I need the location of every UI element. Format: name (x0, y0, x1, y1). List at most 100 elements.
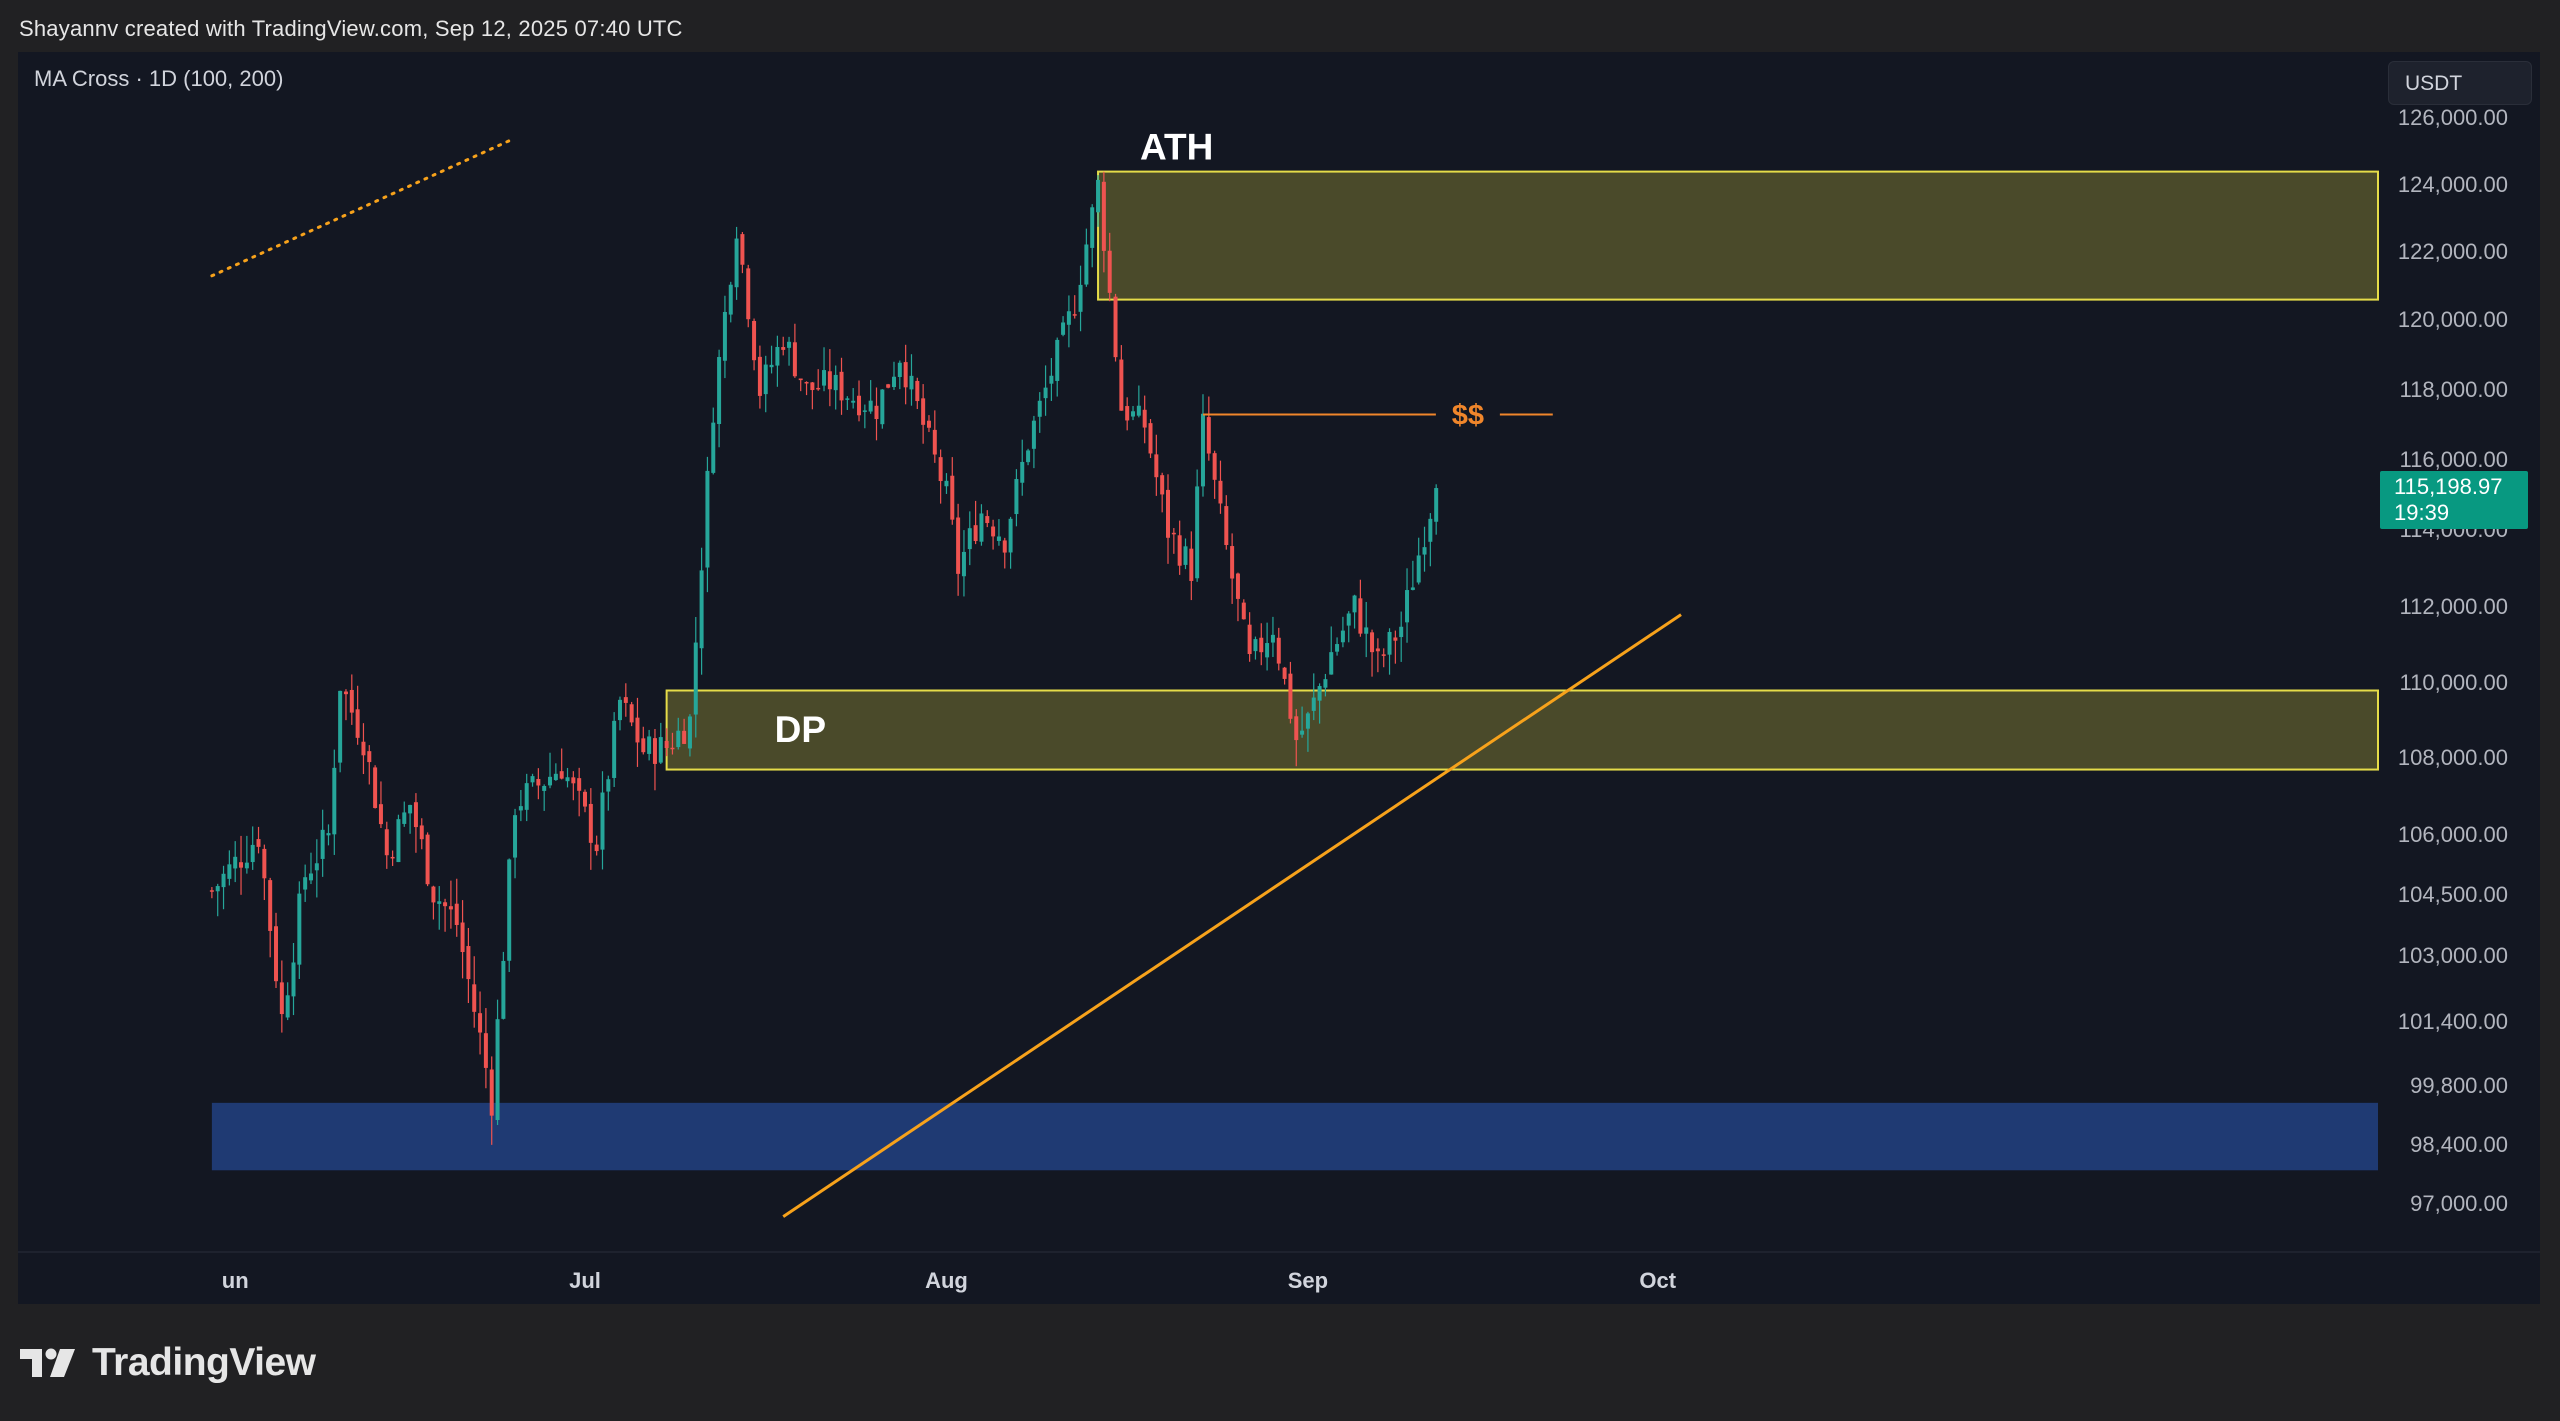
y-axis-tick-label: 112,000.00 (2400, 594, 2508, 619)
candle-body (664, 740, 669, 749)
candle-body (1072, 314, 1077, 316)
candle-body (816, 387, 821, 390)
candle-body (857, 395, 862, 416)
currency-selector[interactable]: USDT (2388, 61, 2532, 105)
candle-body (711, 422, 716, 473)
candle-body (787, 341, 792, 348)
candle-body (1020, 461, 1025, 483)
x-axis-tick-label: Oct (1639, 1268, 1676, 1293)
candle-body (635, 717, 640, 743)
candle-body (1422, 547, 1427, 555)
candle-body (629, 704, 634, 723)
candle-body (1043, 387, 1048, 399)
candle-body (1375, 648, 1380, 652)
x-axis-tick-label: Sep (1288, 1268, 1328, 1293)
candle-body (973, 525, 978, 542)
candle-body (1090, 207, 1095, 248)
candle-body (489, 1069, 494, 1116)
candle-body (1300, 730, 1305, 735)
candle-body (792, 342, 797, 377)
candle-body (775, 346, 780, 366)
candle-body (1259, 637, 1264, 653)
candle-body (233, 856, 238, 869)
candle-body (1200, 413, 1205, 487)
candle-body (1189, 548, 1194, 581)
chart-credit: Shayannv created with TradingView.com, S… (19, 16, 683, 41)
tradingview-logo-icon (20, 1348, 75, 1377)
candle-body (752, 320, 757, 361)
candle-body (588, 803, 593, 843)
candle-body (361, 741, 366, 756)
candle-body (1434, 488, 1439, 522)
candle-body (1416, 555, 1421, 583)
candle-body (1084, 244, 1089, 285)
candle-body (1195, 486, 1200, 579)
candle-body (577, 778, 582, 791)
candle-body (717, 357, 722, 425)
candle-body (431, 886, 436, 903)
candle-body (1031, 420, 1036, 449)
candle-body (804, 381, 809, 384)
candle-body (868, 400, 873, 412)
candle-body (326, 833, 331, 836)
ath-label: ATH (1140, 127, 1213, 168)
candle-body (215, 886, 220, 892)
candle-body (239, 862, 244, 868)
candle-body (932, 429, 937, 455)
candle-body (227, 864, 232, 879)
candle-body (530, 776, 535, 783)
candle-body (658, 737, 663, 763)
candle-body (1358, 598, 1363, 634)
lines-layer (210, 136, 1682, 1218)
candle-body (279, 982, 284, 1015)
candle-body (250, 844, 255, 863)
candle-body (1119, 359, 1124, 411)
chart-area[interactable]: $$ ATH DP 126,000.00 124,000.00 122,000.00 12… (18, 52, 2540, 1304)
candle-body (425, 834, 430, 885)
candle-body (402, 812, 407, 824)
candle-body (769, 364, 774, 368)
candle-body (221, 873, 226, 888)
candles-layer (209, 171, 1439, 1145)
tradingview-logo[interactable]: TradingView (20, 1338, 316, 1388)
candle-body (1037, 400, 1042, 417)
candle-body (1241, 602, 1246, 620)
candle-body (1364, 627, 1369, 634)
candle-body (256, 839, 261, 847)
dp-zone (665, 689, 2379, 771)
candle-body (1311, 697, 1316, 711)
candle-body (612, 720, 617, 778)
candle-body (553, 773, 558, 781)
candle-body (262, 848, 267, 879)
y-axis-tick-label: 108,000.00 (2398, 745, 2508, 770)
candle-body (1352, 595, 1357, 613)
candle-body (355, 709, 360, 738)
candle-body (1066, 311, 1071, 325)
candle-body (1107, 250, 1112, 293)
candle-body (961, 551, 966, 577)
candle-body (1323, 679, 1328, 688)
candle-body (617, 699, 622, 721)
y-axis-tick-label: 120,000.00 (2398, 307, 2508, 332)
candle-body (693, 642, 698, 715)
candle-body (746, 268, 751, 320)
y-axis-tick-label: 97,000.00 (2410, 1191, 2508, 1216)
candle-body (1177, 535, 1182, 566)
candle-body (1393, 637, 1398, 641)
candle-body (1230, 546, 1235, 579)
candle-body (524, 783, 529, 810)
candle-body (1405, 590, 1410, 623)
candle-body (1113, 296, 1118, 358)
candle-body (921, 398, 926, 425)
candle-body (1247, 624, 1252, 655)
candle-body (886, 384, 891, 388)
candle-body (956, 517, 961, 574)
candle-body (297, 893, 302, 965)
candle-body (950, 475, 955, 520)
candle-body (460, 922, 465, 953)
candle-body (518, 806, 523, 811)
candle-body (495, 1019, 500, 1121)
candle-body (1224, 506, 1229, 546)
indicator-legend[interactable]: MA Cross · 1D (100, 200) (34, 66, 284, 91)
